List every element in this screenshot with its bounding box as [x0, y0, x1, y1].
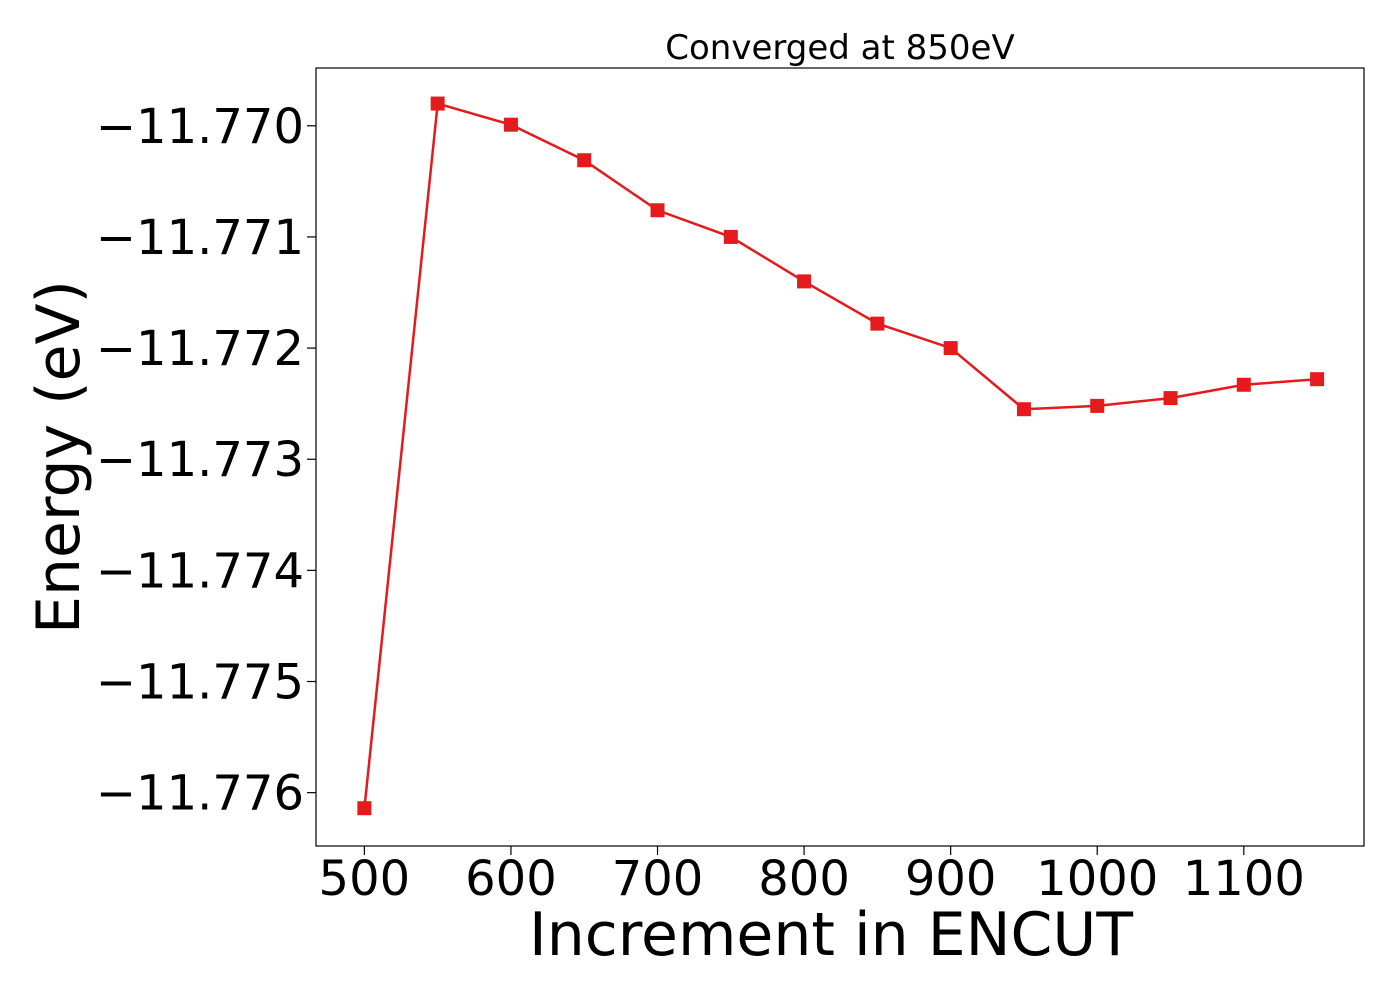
data-point — [577, 153, 592, 168]
data-point — [723, 229, 738, 244]
x-axis: 500 600 700 800 900 1000 1100 — [319, 846, 1305, 907]
data-point — [1236, 377, 1251, 392]
x-tick-label: 600 — [465, 851, 557, 907]
x-tick-label: 900 — [905, 851, 997, 907]
series-line — [363, 101, 1318, 809]
x-axis-label: Increment in ENCUT — [529, 900, 1133, 970]
data-point — [650, 203, 665, 218]
y-axis-label: Energy (eV) — [24, 280, 94, 634]
y-tick-label: −11.772 — [96, 321, 304, 377]
y-tick-label: −11.775 — [96, 655, 304, 711]
y-tick-label: −11.776 — [96, 766, 304, 822]
data-point — [503, 117, 518, 132]
y-tick-label: −11.770 — [96, 99, 304, 155]
data-point — [430, 96, 445, 111]
x-tick-label: 1100 — [1183, 851, 1305, 907]
chart-title: Converged at 850eV — [665, 28, 1014, 68]
data-point — [870, 316, 885, 331]
y-tick-label: −11.774 — [96, 543, 304, 599]
x-tick-label: 700 — [612, 851, 704, 907]
series-layer — [357, 96, 1325, 816]
x-tick-label: 500 — [319, 851, 411, 907]
data-point — [797, 274, 812, 289]
x-tick-label: 1000 — [1036, 851, 1158, 907]
data-point — [357, 801, 372, 816]
y-tick-label: −11.773 — [96, 432, 304, 488]
data-point — [1016, 402, 1031, 417]
x-tick-label: 800 — [758, 851, 850, 907]
data-point — [1310, 372, 1325, 387]
data-point — [1090, 398, 1105, 413]
y-tick-label: −11.771 — [96, 210, 304, 266]
data-point — [1163, 391, 1178, 406]
plot-frame — [315, 67, 1365, 847]
y-axis: −11.770 −11.771 −11.772 −11.773 −11.774 −11.7… — [96, 99, 316, 822]
data-point — [943, 341, 958, 356]
